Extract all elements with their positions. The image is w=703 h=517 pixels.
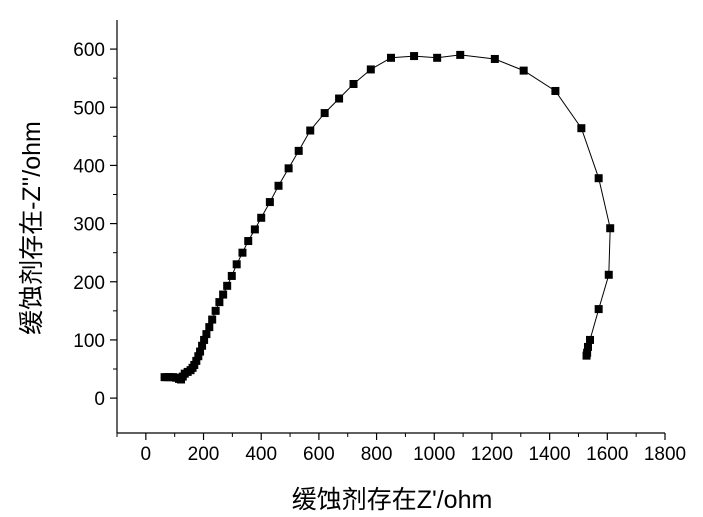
data-point <box>284 164 293 173</box>
data-point <box>265 198 274 207</box>
series-line <box>164 54 611 381</box>
x-axis-title: 缓蚀剂存在Z'/ohm <box>292 486 493 514</box>
data-point <box>306 126 315 135</box>
data-point <box>244 237 253 246</box>
data-point <box>194 352 203 361</box>
data-point <box>577 124 586 133</box>
data-point <box>202 330 211 339</box>
data-point <box>594 174 603 183</box>
data-point <box>433 53 442 62</box>
x-tick-label: 1000 <box>413 444 455 465</box>
data-point <box>274 181 283 190</box>
data-point <box>366 65 375 74</box>
y-tick-label: 300 <box>73 215 105 236</box>
data-series <box>160 50 615 384</box>
data-point <box>335 94 344 103</box>
x-tick-label: 1400 <box>528 444 570 465</box>
data-point <box>250 225 259 234</box>
x-tick-label: 600 <box>303 444 335 465</box>
axes: 0 200 400 600 800 1000 1200 1400 1600 1800 0 100 200… <box>73 20 686 465</box>
data-point <box>606 224 615 233</box>
data-point <box>410 52 419 61</box>
data-point <box>551 86 560 95</box>
data-point <box>232 260 241 269</box>
data-point <box>604 270 613 279</box>
data-point <box>208 315 217 324</box>
x-tick-label: 1200 <box>471 444 513 465</box>
y-tick-label: 500 <box>73 98 105 119</box>
data-point <box>490 54 499 63</box>
data-point <box>196 347 205 356</box>
data-point <box>583 342 592 351</box>
data-point <box>215 298 224 307</box>
data-point <box>238 248 247 257</box>
data-point <box>205 323 214 332</box>
data-point <box>586 335 595 344</box>
data-point <box>223 281 232 290</box>
y-tick-label: 100 <box>73 331 105 352</box>
data-point <box>257 213 266 222</box>
x-tick-label: 1800 <box>644 444 686 465</box>
data-point <box>387 53 395 62</box>
y-tick-label: 600 <box>73 40 105 61</box>
x-tick-label: 1600 <box>586 444 628 465</box>
data-point <box>211 306 220 315</box>
data-point <box>582 351 591 360</box>
data-point <box>294 146 303 155</box>
x-tick-label: 800 <box>361 444 393 465</box>
x-tick-label: 0 <box>141 444 152 465</box>
x-tick-label: 200 <box>188 444 220 465</box>
data-point <box>519 66 528 75</box>
data-point <box>192 356 201 365</box>
data-point <box>227 271 236 280</box>
data-point <box>349 79 358 88</box>
data-point <box>320 109 329 118</box>
data-point <box>456 50 465 59</box>
y-axis-title: 缓蚀剂存在-Z''/ohm <box>18 121 46 335</box>
data-point <box>594 305 603 314</box>
data-point <box>190 360 199 369</box>
x-tick-label: 400 <box>245 444 277 465</box>
data-point <box>219 290 228 299</box>
y-tick-label: 200 <box>73 273 105 294</box>
data-point <box>198 341 207 350</box>
y-tick-label: 0 <box>94 389 105 410</box>
data-point <box>200 335 209 344</box>
y-tick-label: 400 <box>73 156 105 177</box>
